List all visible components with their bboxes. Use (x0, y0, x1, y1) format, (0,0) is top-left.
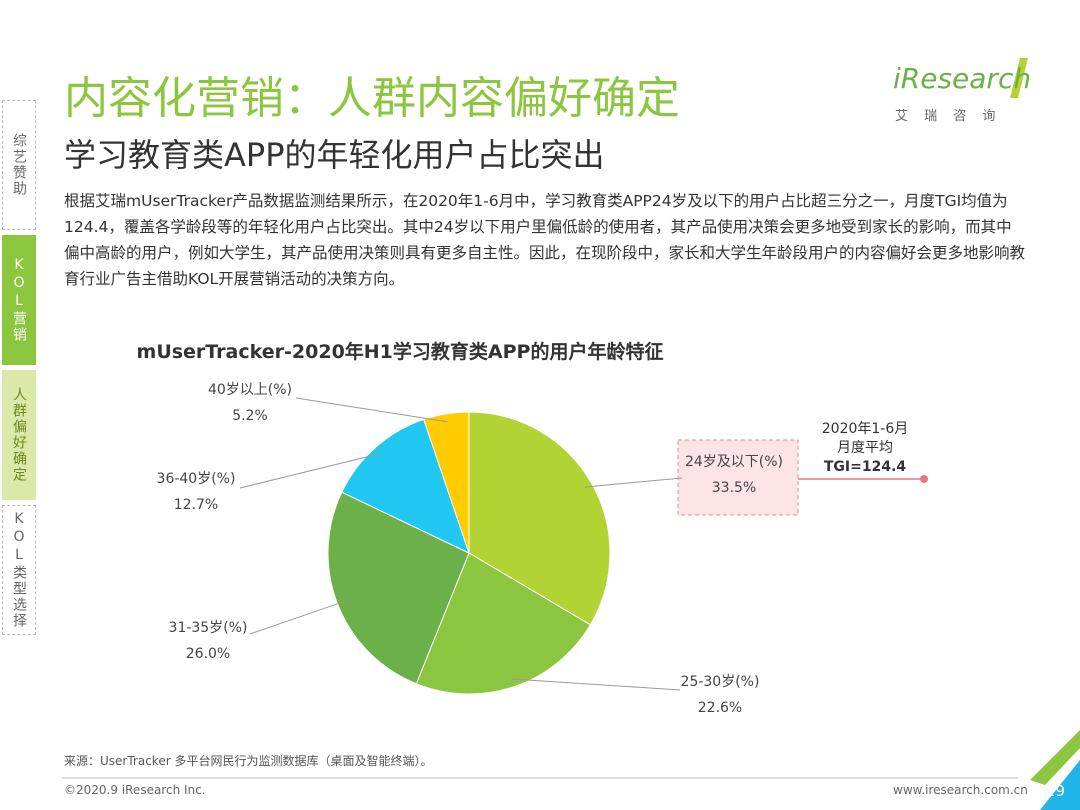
category-label: 40岁以上(%) (208, 382, 292, 398)
corner-blue (1040, 760, 1080, 810)
tgi-dot (920, 475, 928, 483)
pie-slice (468, 411, 611, 626)
page-number: 29 (1046, 782, 1066, 800)
logo-mark (1010, 58, 1028, 98)
page-title: 内容化营销：人群内容偏好确定 (64, 73, 680, 124)
category-label: 36-40岁(%) (157, 471, 236, 487)
copyright: ©2020.9 iResearch Inc. (64, 783, 206, 797)
value-label: 12.7% (174, 497, 218, 513)
value-label: 22.6% (698, 700, 742, 716)
category-label: 24岁及以下(%) (685, 454, 783, 470)
nav-tab[interactable]: 综艺赞助 (2, 100, 36, 230)
leader-line (295, 397, 448, 423)
page-subtitle: 学习教育类APP的年轻化用户占比突出 (64, 136, 605, 174)
chart-title: mUserTracker-2020年H1学习教育类APP的用户年龄特征 (137, 340, 664, 363)
pie-slice (341, 418, 470, 554)
leader-line (511, 678, 681, 691)
body-text: 根据艾瑞mUserTracker产品数据监测结果所示，在2020年1-6月中，学… (64, 192, 1026, 288)
source: 来源：UserTracker 多平台网民行为监测数据库（桌面及智能终端）。 (64, 754, 433, 768)
value-label: 33.5% (712, 480, 756, 496)
url: www.iresearch.com.cn (893, 783, 1028, 797)
pie-slice (415, 552, 592, 695)
corner-green (1030, 730, 1080, 785)
category-label: 31-35岁(%) (169, 620, 248, 636)
category-label: 25-30岁(%) (681, 674, 760, 690)
logo-subtitle: 艾 瑞 咨 询 (895, 109, 1002, 124)
pie-slice (423, 411, 470, 554)
value-label: 5.2% (232, 408, 268, 424)
annotation: TGI=124.4 (824, 459, 907, 475)
leader-line (239, 453, 381, 489)
nav-tab[interactable]: KOL类型选择 (2, 505, 36, 635)
nav-tab[interactable]: KOL营销 (2, 235, 36, 365)
nav-tab[interactable]: 人群偏好确定 (2, 370, 36, 500)
annotation: 月度平均 (837, 440, 893, 456)
highlight-box (677, 439, 799, 516)
leader-line (249, 600, 346, 635)
logo: iResearch (893, 62, 1032, 95)
annotation: 2020年1-6月 (822, 421, 909, 437)
value-label: 26.0% (186, 646, 230, 662)
leader-line (584, 477, 683, 488)
